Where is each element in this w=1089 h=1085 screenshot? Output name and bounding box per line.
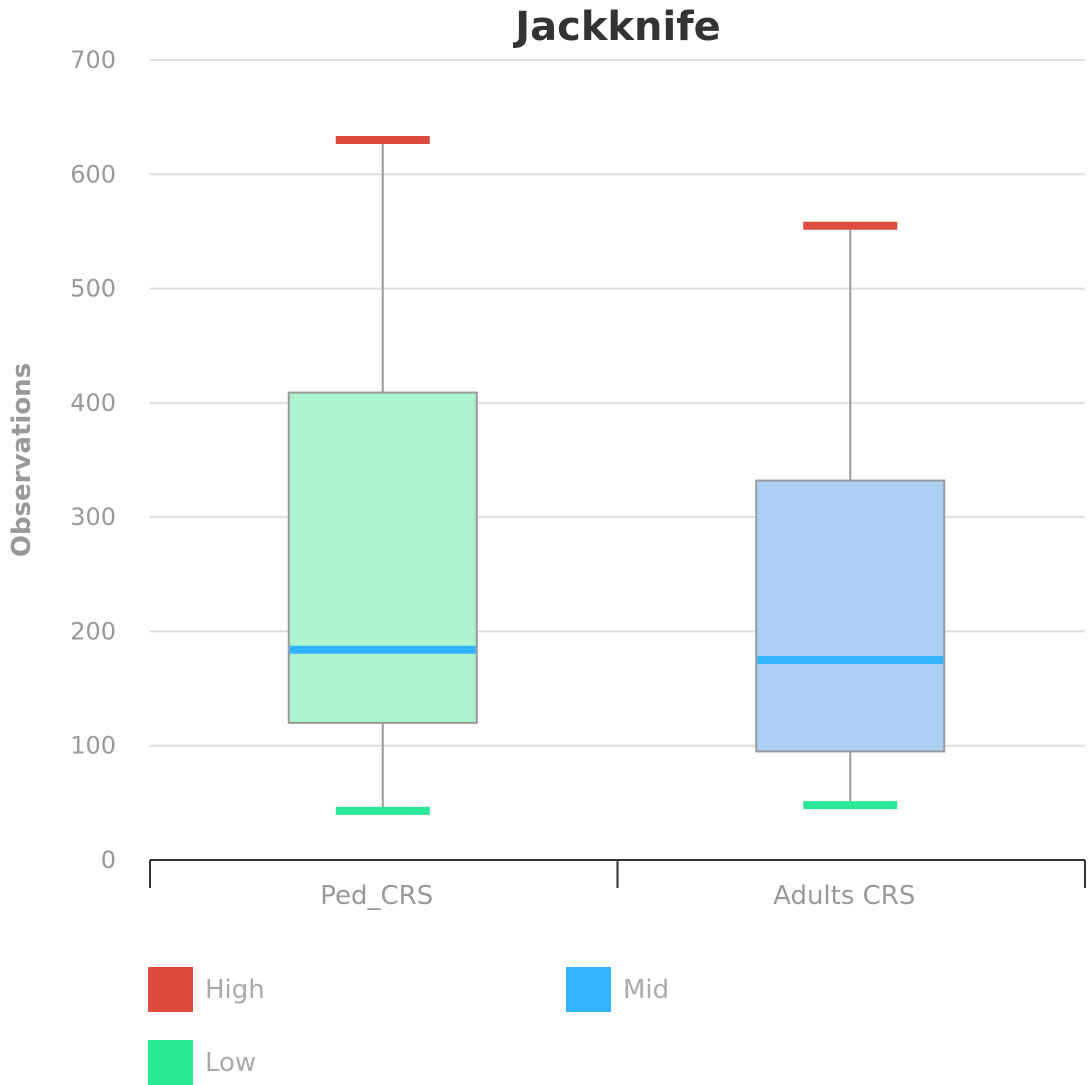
legend-swatch-high — [148, 967, 193, 1012]
y-tick-label: 0 — [101, 846, 116, 874]
legend-swatch-low — [148, 1040, 193, 1085]
legend-item-high[interactable]: High — [148, 967, 265, 1012]
legend-label-high: High — [205, 974, 265, 1005]
chart-title: Jackknife — [512, 4, 721, 50]
y-tick-label: 700 — [70, 46, 116, 74]
y-axis-label: Observations — [7, 363, 37, 557]
y-axis-ticks: 0 100 200 300 400 500 600 700 — [70, 46, 116, 874]
y-tick-label: 600 — [70, 160, 116, 188]
x-tick-label: Ped_CRS — [320, 881, 433, 911]
legend-item-mid[interactable]: Mid — [566, 967, 669, 1012]
box-2 — [755, 221, 946, 810]
box-body — [755, 479, 946, 753]
legend-label-mid: Mid — [623, 974, 670, 1005]
y-tick-label: 300 — [70, 503, 116, 531]
y-tick-label: 500 — [70, 275, 116, 303]
y-tick-label: 100 — [70, 732, 116, 760]
box-1 — [287, 136, 478, 815]
y-tick-label: 200 — [70, 617, 116, 645]
boxplot-chart: Jackknife Observations 0 100 200 300 400 500 6… — [7, 4, 1086, 911]
box-body — [287, 391, 478, 724]
box-series — [287, 136, 946, 815]
legend-item-low[interactable]: Low — [148, 1040, 256, 1085]
legend-label-low: Low — [205, 1047, 257, 1078]
x-tick-label: Adults CRS — [773, 881, 915, 911]
x-axis: Ped_CRS Adults CRS — [149, 859, 1086, 911]
legend-swatch-mid — [566, 967, 611, 1012]
legend: High Mid Low — [148, 967, 1048, 1085]
y-tick-label: 400 — [70, 389, 116, 417]
